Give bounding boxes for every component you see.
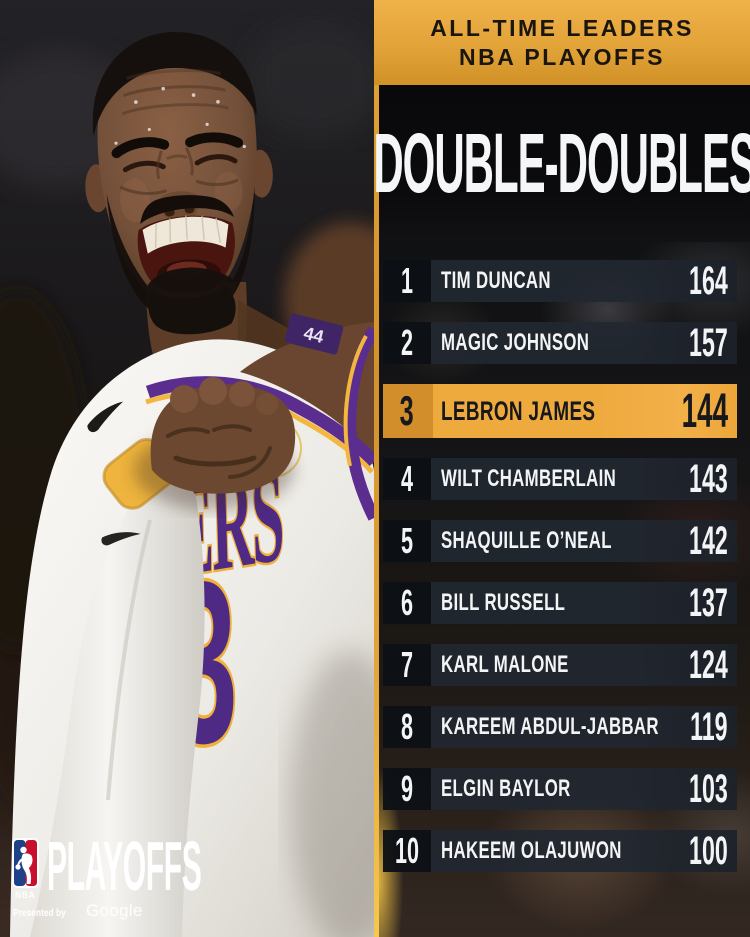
strap-number-44: 44 <box>302 323 326 347</box>
rank: 5 <box>400 520 414 561</box>
leaderboard-row: 4 WILT CHAMBERLAIN 143 <box>383 456 737 501</box>
stat-value: 142 <box>689 518 728 563</box>
stat-value: 137 <box>689 580 728 625</box>
banner: ALL-TIME LEADERS NBA PLAYOFFS <box>374 0 750 85</box>
player-name: KAREEM ABDUL-JABBAR <box>441 713 659 740</box>
stat-value: 164 <box>689 258 728 303</box>
stat-value: 144 <box>681 384 728 438</box>
google-logo: Google <box>85 901 143 920</box>
rank: 7 <box>400 644 414 685</box>
stat-value: 157 <box>689 320 728 365</box>
title-box: DOUBLE-DOUBLES <box>373 85 750 242</box>
player-name: HAKEEM OLAJUWON <box>441 837 622 864</box>
player-photo-art: 44 ERS 23 <box>0 0 374 937</box>
footer-branding: NBA PLAYOFFS <box>12 827 406 905</box>
fist <box>134 377 296 510</box>
rank: 1 <box>400 260 414 301</box>
presented-by-label: Presented by <box>13 907 66 919</box>
presented-by: Presented by Google <box>13 901 143 921</box>
nba-logo-icon <box>12 838 39 888</box>
nba-label: NBA <box>15 890 36 900</box>
stat-value: 103 <box>689 766 728 811</box>
player-name: WILT CHAMBERLAIN <box>441 465 617 492</box>
nba-logo: NBA <box>12 838 39 900</box>
player-name: TIM DUNCAN <box>441 267 551 294</box>
player-name: SHAQUILLE O’NEAL <box>441 527 612 554</box>
banner-line1: ALL-TIME LEADERS <box>430 14 694 41</box>
chest <box>240 322 374 458</box>
rank: 2 <box>400 322 414 363</box>
leaderboard-row: 10 HAKEEM OLAJUWON 100 <box>383 828 737 873</box>
sweat-glints <box>114 86 246 149</box>
face <box>85 31 273 335</box>
stat-value: 124 <box>689 642 728 687</box>
player-name: ELGIN BAYLOR <box>441 775 571 802</box>
stat-value: 100 <box>689 828 728 873</box>
stat-value: 119 <box>690 704 728 749</box>
leaderboard-row: 6 BILL RUSSELL 137 <box>383 580 737 625</box>
page-title: DOUBLE-DOUBLES <box>373 116 750 210</box>
stat-value: 143 <box>689 456 728 501</box>
swoosh-icon <box>87 401 124 433</box>
gold-border <box>374 0 379 937</box>
player-name: KARL MALONE <box>441 651 569 678</box>
leaderboard-row: 8 KAREEM ABDUL-JABBAR 119 <box>383 704 737 749</box>
leaderboard-row: 7 KARL MALONE 124 <box>383 642 737 687</box>
rank: 10 <box>394 830 420 871</box>
leaderboard-row: 2 MAGIC JOHNSON 157 <box>383 320 737 365</box>
leaderboard-row: 3 LEBRON JAMES 144 <box>383 384 737 438</box>
rank: 8 <box>400 706 414 747</box>
leaderboard-row: 9 ELGIN BAYLOR 103 <box>383 766 737 811</box>
banner-line2: NBA PLAYOFFS <box>459 43 665 70</box>
leaderboard-panel: ALL-TIME LEADERS NBA PLAYOFFS DOUBLE-DOU… <box>373 0 750 937</box>
player-name: MAGIC JOHNSON <box>441 329 590 356</box>
player-photo: 44 ERS 23 <box>0 0 374 937</box>
rank: 9 <box>400 768 414 809</box>
player-name: LEBRON JAMES <box>441 395 596 426</box>
leaderboard-row: 5 SHAQUILLE O’NEAL 142 <box>383 518 737 563</box>
strap-band-44: 44 <box>284 313 344 355</box>
rank: 4 <box>400 458 414 499</box>
playoffs-wordmark: PLAYOFFS <box>47 827 202 905</box>
rank: 3 <box>399 387 414 434</box>
leaderboard: 1 TIM DUNCAN 164 2 MAGIC JOHNSON 157 3 L… <box>383 258 737 873</box>
rank: 6 <box>400 582 414 623</box>
leaderboard-row: 1 TIM DUNCAN 164 <box>383 258 737 303</box>
player-name: BILL RUSSELL <box>441 589 566 616</box>
sleeve-swoosh-icon <box>101 532 141 546</box>
